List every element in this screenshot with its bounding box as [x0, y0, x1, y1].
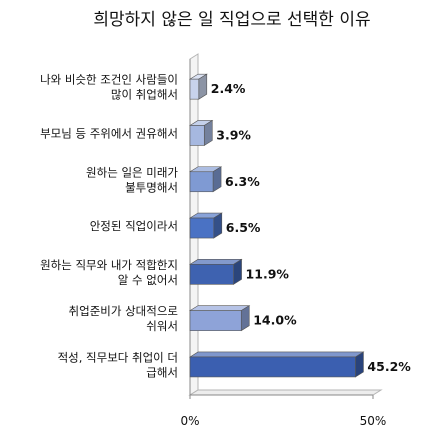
category-label: 알 수 없어서: [118, 273, 178, 287]
data-label: 6.3%: [225, 174, 260, 189]
bar: [189, 125, 205, 146]
bar-top-face: [188, 259, 243, 265]
category-label: 안정된 직업이라서: [90, 219, 178, 233]
bar: [189, 78, 200, 100]
data-label: 2.4%: [211, 81, 246, 96]
bar: [189, 310, 242, 331]
x-tick-label: 0%: [180, 414, 199, 428]
data-label: 45.2%: [367, 359, 411, 374]
data-label: 14.0%: [253, 313, 297, 328]
category-label: 원하는 직무와 내가 적합한지: [40, 258, 178, 272]
category-label: 부모님 등 주위에서 권유해서: [40, 126, 178, 140]
data-label: 11.9%: [246, 266, 290, 281]
bar-top-face: [188, 351, 365, 358]
category-label: 불투명해서: [125, 180, 178, 194]
category-label: 급해서: [146, 365, 178, 379]
chart-title: 희망하지 않은 일 직업으로 선택한 이유: [93, 10, 370, 30]
bar: [189, 264, 234, 285]
category-label: 원하는 일은 미래가: [86, 165, 178, 179]
bar-top-face: [188, 305, 251, 311]
bar: [189, 356, 356, 378]
data-label: 3.9%: [216, 127, 251, 142]
category-label: 적성, 직무보다 취업이 더: [58, 350, 178, 364]
chart-floor: [188, 389, 383, 396]
x-tick-label: 50%: [360, 414, 387, 428]
category-label: 쉬워서: [146, 319, 178, 333]
bar: [189, 217, 215, 239]
category-label: 나와 비슷한 조건인 사람들이: [40, 73, 178, 87]
category-label: 취업준비가 상대적으로: [69, 304, 178, 318]
bar: [189, 171, 214, 193]
category-label: 많이 취업해서: [111, 88, 178, 102]
data-label: 6.5%: [226, 220, 261, 235]
